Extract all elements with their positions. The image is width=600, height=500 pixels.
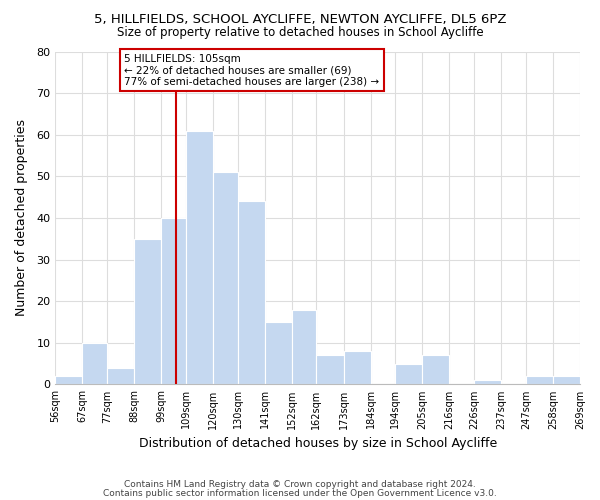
- Bar: [82, 343, 107, 384]
- Bar: [395, 364, 422, 384]
- Bar: [553, 376, 580, 384]
- Y-axis label: Number of detached properties: Number of detached properties: [15, 120, 28, 316]
- Bar: [344, 351, 371, 384]
- Text: 5 HILLFIELDS: 105sqm
← 22% of detached houses are smaller (69)
77% of semi-detac: 5 HILLFIELDS: 105sqm ← 22% of detached h…: [124, 54, 379, 87]
- Bar: [316, 356, 344, 384]
- Bar: [292, 310, 316, 384]
- X-axis label: Distribution of detached houses by size in School Aycliffe: Distribution of detached houses by size …: [139, 437, 497, 450]
- Bar: [186, 130, 213, 384]
- Bar: [107, 368, 134, 384]
- Bar: [161, 218, 186, 384]
- Bar: [526, 376, 553, 384]
- Bar: [213, 172, 238, 384]
- Bar: [422, 356, 449, 384]
- Text: Size of property relative to detached houses in School Aycliffe: Size of property relative to detached ho…: [116, 26, 484, 39]
- Text: Contains public sector information licensed under the Open Government Licence v3: Contains public sector information licen…: [103, 488, 497, 498]
- Bar: [238, 202, 265, 384]
- Text: 5, HILLFIELDS, SCHOOL AYCLIFFE, NEWTON AYCLIFFE, DL5 6PZ: 5, HILLFIELDS, SCHOOL AYCLIFFE, NEWTON A…: [94, 12, 506, 26]
- Bar: [265, 322, 292, 384]
- Bar: [134, 239, 161, 384]
- Text: Contains HM Land Registry data © Crown copyright and database right 2024.: Contains HM Land Registry data © Crown c…: [124, 480, 476, 489]
- Bar: [55, 376, 82, 384]
- Bar: [474, 380, 501, 384]
